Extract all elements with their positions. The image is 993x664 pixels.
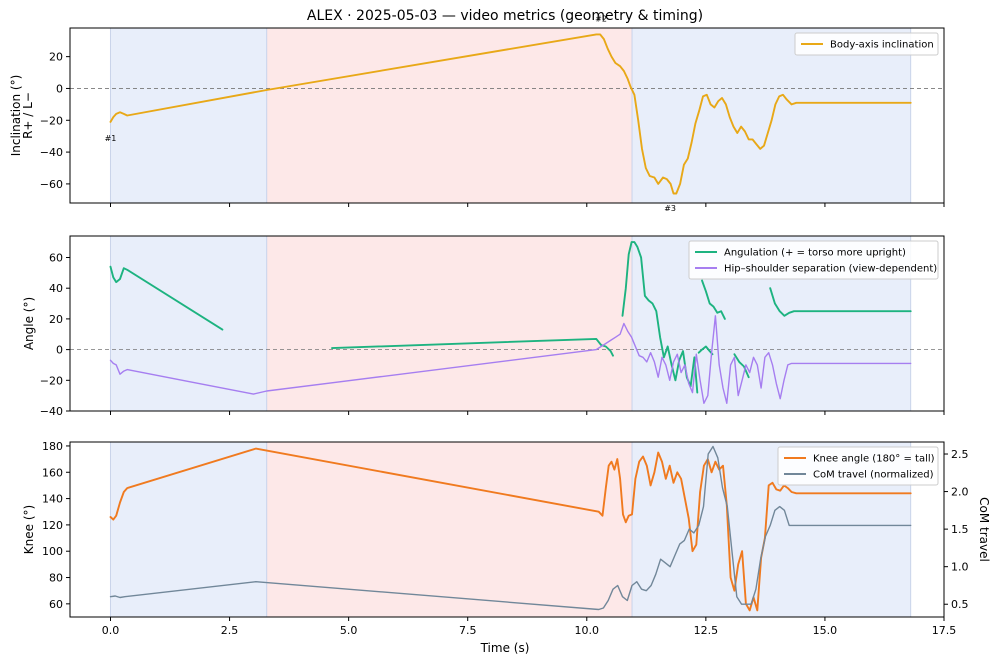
- x-tick-label: 17.5: [932, 624, 957, 637]
- y-tick-label: 120: [42, 519, 63, 532]
- y-tick-label: −20: [40, 374, 63, 387]
- annotation-label: #3: [664, 204, 676, 213]
- x-tick-label: 7.5: [459, 624, 477, 637]
- phase-band: [110, 28, 267, 203]
- y2-tick-label: 1.5: [951, 523, 969, 536]
- legend-box: [688, 240, 939, 280]
- y-tick-label: 20: [49, 313, 63, 326]
- series-line-2-1: [697, 345, 714, 356]
- legend: Knee angle (180° = tall) CoM travel (norm…: [777, 446, 939, 486]
- y-tick-label: 0: [56, 344, 63, 357]
- y2-tick-label: 2.0: [951, 486, 969, 499]
- panel-1: #1 #2 #3 20 0 −20 −40 −60 Inclination (°)R+ / L−…: [9, 14, 945, 213]
- series-line-2-1: [733, 353, 750, 379]
- y-tick-label: 20: [49, 51, 63, 64]
- plot-frame: [69, 27, 945, 204]
- legend-box: [777, 446, 939, 486]
- phase-band: [632, 28, 911, 203]
- y2-axis-label: CoM travel: [977, 497, 991, 562]
- series-line-2-1: [621, 241, 699, 394]
- y-axis-label: Knee (°): [22, 505, 36, 554]
- x-tick-label: 15.0: [813, 624, 838, 637]
- series-line-3-2: [109, 445, 912, 611]
- chart-title: ALEX · 2025-05-03 — video metrics (geome…: [307, 8, 703, 24]
- y-tick-label: −20: [40, 114, 63, 127]
- y-axis-label: R+ / L−: [21, 92, 35, 139]
- y-tick-label: 160: [42, 466, 63, 479]
- y2-tick-label: 1.0: [951, 561, 969, 574]
- y-tick-label: −40: [40, 146, 63, 159]
- y-axis-label: Inclination (°): [9, 75, 23, 157]
- y-tick-label: 80: [49, 572, 63, 585]
- legend-entry: Hip–shoulder separation (view-dependent): [724, 264, 937, 275]
- series-line-2-1: [769, 287, 912, 317]
- y-tick-label: 180: [42, 440, 63, 453]
- legend-entry: Angulation (+ = torso more upright): [724, 248, 906, 259]
- y-tick-label: 60: [49, 251, 63, 264]
- legend-entry: Body-axis inclination: [830, 40, 934, 51]
- x-tick-label: 2.5: [221, 624, 239, 637]
- x-tick-label: 0.0: [102, 624, 120, 637]
- y-tick-label: −60: [40, 178, 63, 191]
- panel-2: 60 40 20 0 −20 −40 Angle (°) Angulation (+ = to…: [22, 235, 945, 418]
- series-line-2-1: [701, 279, 726, 320]
- y2-tick-label: 0.5: [951, 598, 969, 611]
- y-axis-label: Angle (°): [22, 297, 36, 350]
- legend: Angulation (+ = torso more upright) Hip–s…: [688, 240, 939, 280]
- y-tick-label: 100: [42, 545, 63, 558]
- legend-entry: Knee angle (180° = tall): [813, 454, 935, 465]
- panels: #1 #2 #3 20 0 −20 −40 −60 Inclination (°)R+ / L−…: [9, 14, 991, 637]
- y-tick-label: 140: [42, 493, 63, 506]
- series-line-3-1: [109, 447, 912, 612]
- annotation-label: #2: [595, 14, 607, 23]
- y-tick-label: 60: [49, 598, 63, 611]
- legend: Body-axis inclination: [794, 32, 939, 56]
- plot-frame: [69, 235, 945, 412]
- phase-band: [266, 442, 633, 617]
- phase-band: [110, 236, 267, 411]
- x-tick-label: 10.0: [575, 624, 600, 637]
- y2-tick-label: 2.5: [951, 448, 969, 461]
- annotation-label: #1: [105, 134, 117, 143]
- phase-band: [266, 28, 633, 203]
- series-line-1-1: [109, 33, 912, 195]
- phase-band: [110, 442, 267, 617]
- x-tick-label: 12.5: [694, 624, 719, 637]
- panel-3: 0.0 2.5 5.0 7.5 10.0 12.5 15.0 17.5 180 160 140 120…: [22, 440, 991, 637]
- y-tick-label: 0: [56, 82, 63, 95]
- series-line-2-1: [109, 265, 224, 331]
- x-tick-label: 5.0: [340, 624, 358, 637]
- legend-box: [794, 32, 939, 56]
- series-line-2-2: [109, 315, 912, 404]
- legend-entry: CoM travel (normalized): [813, 470, 934, 481]
- y-tick-label: 40: [49, 282, 63, 295]
- x-axis-label: Time (s): [480, 641, 530, 655]
- phase-band: [266, 236, 633, 411]
- y-tick-label: −40: [40, 405, 63, 418]
